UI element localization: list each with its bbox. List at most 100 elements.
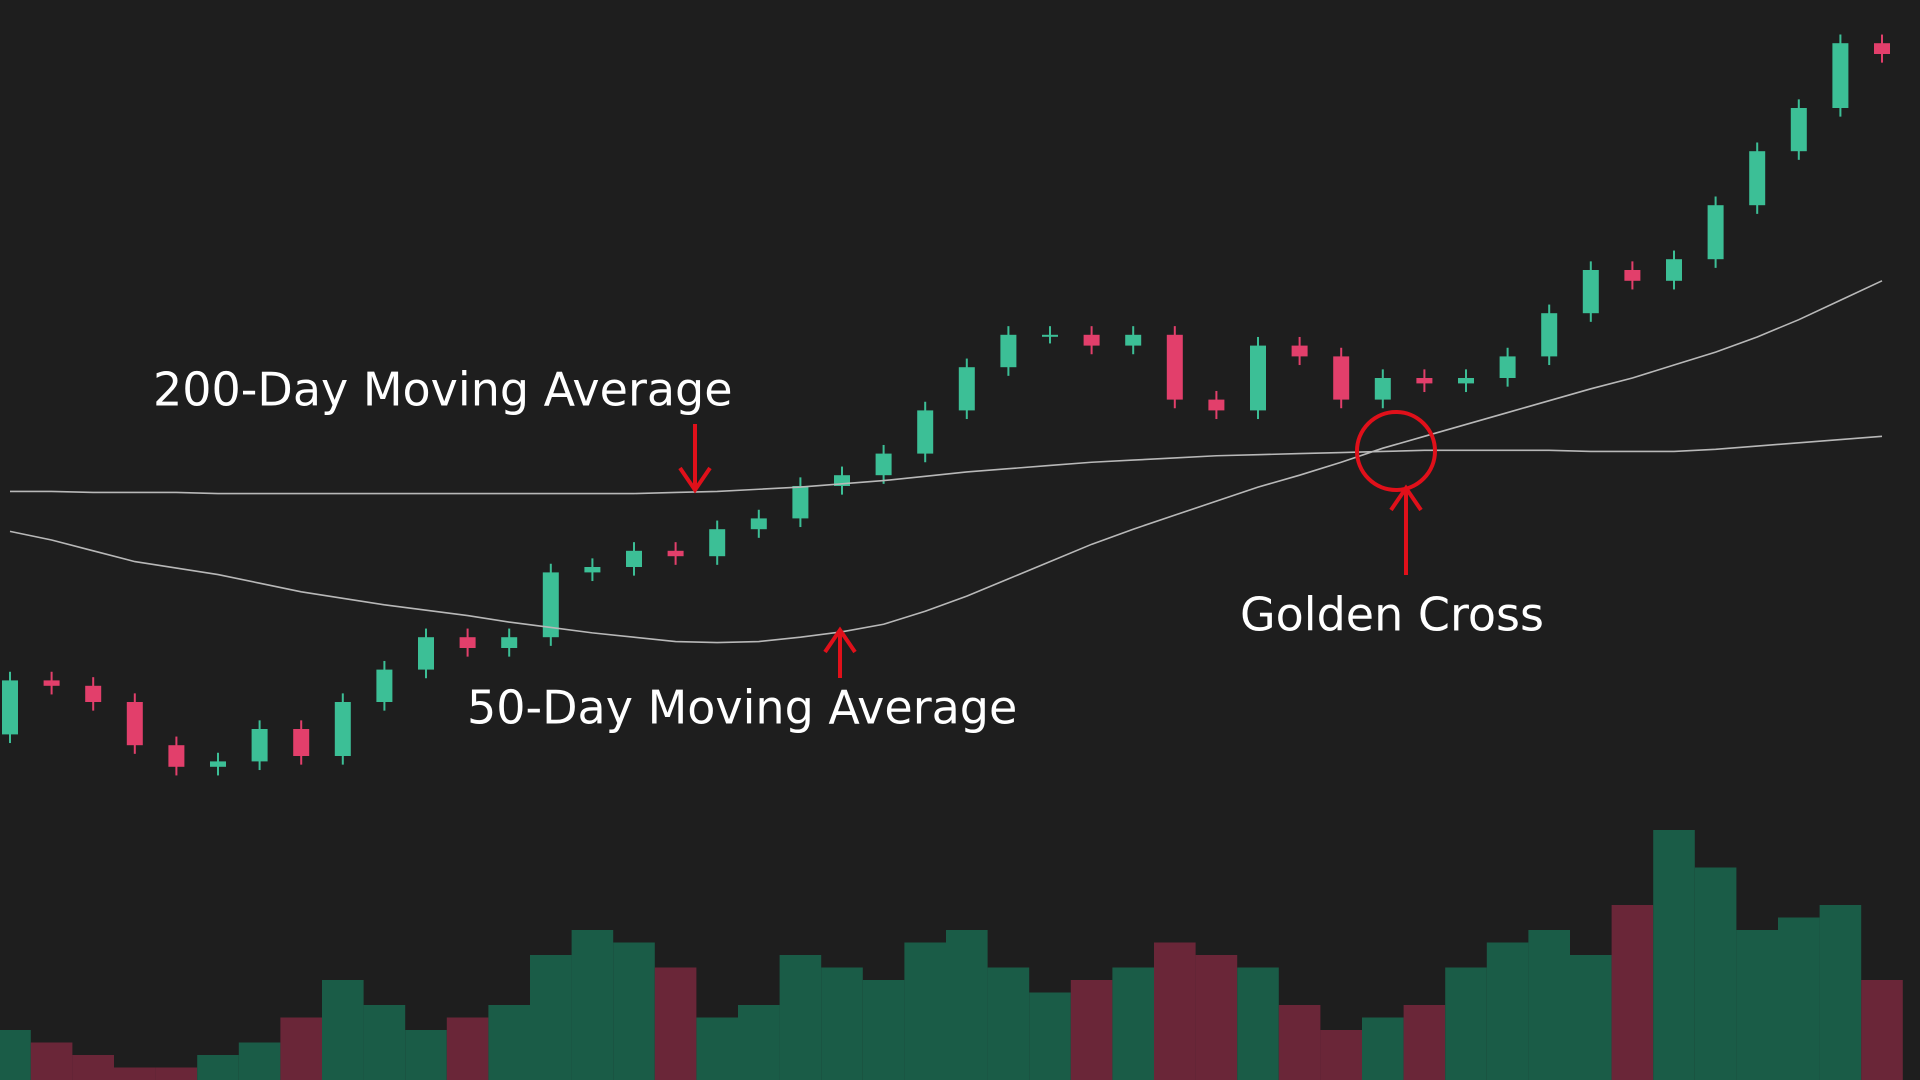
- candle-body: [1042, 334, 1058, 337]
- volume-bar: [363, 1005, 406, 1080]
- candle-body: [542, 572, 559, 638]
- volume-bar: [1278, 1005, 1321, 1080]
- arrow-head: [1389, 484, 1423, 512]
- candle-body: [1458, 378, 1474, 384]
- candle-body: [750, 518, 767, 530]
- candle-body: [667, 550, 684, 557]
- candle-body: [1582, 270, 1599, 314]
- volume-bar: [654, 967, 697, 1080]
- volume-bar: [155, 1067, 198, 1080]
- candle-layer: [2, 34, 1890, 776]
- volume-bar: [1819, 905, 1862, 1080]
- candle-body: [1790, 108, 1807, 152]
- volume-bar: [1029, 992, 1071, 1080]
- volume-bar: [72, 1055, 114, 1080]
- volume-bar: [1528, 930, 1570, 1080]
- volume-bar: [238, 1042, 281, 1080]
- candle-body: [584, 567, 601, 573]
- volume-bar: [1653, 830, 1695, 1080]
- candle-body: [376, 669, 393, 702]
- volume-bar: [1362, 1017, 1404, 1080]
- volume-bar: [114, 1067, 156, 1080]
- candle-body: [1874, 43, 1890, 54]
- volume-bar: [1486, 942, 1529, 1080]
- candle-body: [126, 702, 143, 746]
- candle-body: [1083, 334, 1100, 346]
- candle-body: [2, 680, 18, 735]
- candle-body: [1499, 356, 1516, 378]
- candle-body: [1666, 259, 1682, 281]
- volume-bar: [1403, 1005, 1446, 1080]
- cross-circle: [1355, 410, 1437, 492]
- candle-body: [626, 550, 642, 567]
- volume-layer: [0, 830, 1903, 1080]
- volume-bar: [1570, 955, 1612, 1080]
- volume-bar: [322, 980, 364, 1080]
- candle-body: [334, 702, 351, 756]
- annotation-label: Golden Cross: [1240, 588, 1544, 642]
- volume-bar: [30, 1042, 73, 1080]
- volume-bar: [946, 930, 988, 1080]
- candle-body: [1707, 205, 1724, 260]
- candle-body: [251, 729, 268, 762]
- moving-average-line: [9, 280, 1883, 644]
- volume-bar: [696, 1017, 738, 1080]
- candle-body: [958, 367, 975, 411]
- candle-body: [917, 410, 934, 454]
- volume-bar: [571, 930, 614, 1080]
- candle-body: [418, 637, 434, 670]
- volume-bar: [197, 1055, 239, 1080]
- volume-bar: [987, 967, 1030, 1080]
- candle-body: [1374, 378, 1391, 400]
- arrow-head: [678, 466, 712, 494]
- annotation-label: 200-Day Moving Average: [153, 363, 733, 417]
- volume-bar: [1237, 967, 1279, 1080]
- volume-bar: [821, 967, 863, 1080]
- volume-bar: [779, 955, 822, 1080]
- candle-body: [43, 680, 60, 686]
- moving-average-line: [10, 435, 1883, 495]
- candle-body: [210, 761, 226, 767]
- volume-bar: [862, 980, 905, 1080]
- arrow-head: [823, 626, 857, 654]
- volume-bar: [1154, 942, 1196, 1080]
- candle-body: [875, 453, 892, 476]
- volume-bar: [405, 1030, 447, 1080]
- candle-body: [1333, 356, 1350, 400]
- volume-bar: [1861, 980, 1903, 1080]
- candle-body: [1125, 334, 1142, 346]
- volume-bar: [904, 942, 946, 1080]
- candle-body: [834, 475, 850, 486]
- volume-bar: [1445, 967, 1487, 1080]
- volume-bar: [280, 1017, 322, 1080]
- candle-body: [501, 637, 518, 648]
- candle-body: [168, 745, 185, 767]
- volume-bar: [1112, 967, 1154, 1080]
- volume-bar: [613, 942, 655, 1080]
- line-layer: [9, 280, 1883, 644]
- candle-body: [85, 685, 102, 702]
- candle-body: [459, 637, 476, 648]
- volume-bar: [1320, 1030, 1362, 1080]
- candle-body: [709, 529, 726, 557]
- volume-bar: [446, 1017, 489, 1080]
- volume-bar: [1778, 917, 1820, 1080]
- candle-body: [1291, 345, 1308, 357]
- candle-body: [1832, 43, 1849, 109]
- volume-bar: [1195, 955, 1238, 1080]
- candle-body: [792, 486, 809, 519]
- volume-bar: [1694, 867, 1737, 1080]
- volume-bar: [1736, 930, 1778, 1080]
- candle-body: [1250, 345, 1266, 411]
- candle-body: [1000, 334, 1017, 368]
- volume-bar: [0, 1030, 31, 1080]
- annotation-marks: [678, 410, 1437, 678]
- volume-bar: [1611, 905, 1654, 1080]
- candle-body: [1541, 313, 1558, 357]
- candle-body: [1624, 270, 1641, 281]
- volume-bar: [1070, 980, 1113, 1080]
- candle-body: [1416, 378, 1433, 384]
